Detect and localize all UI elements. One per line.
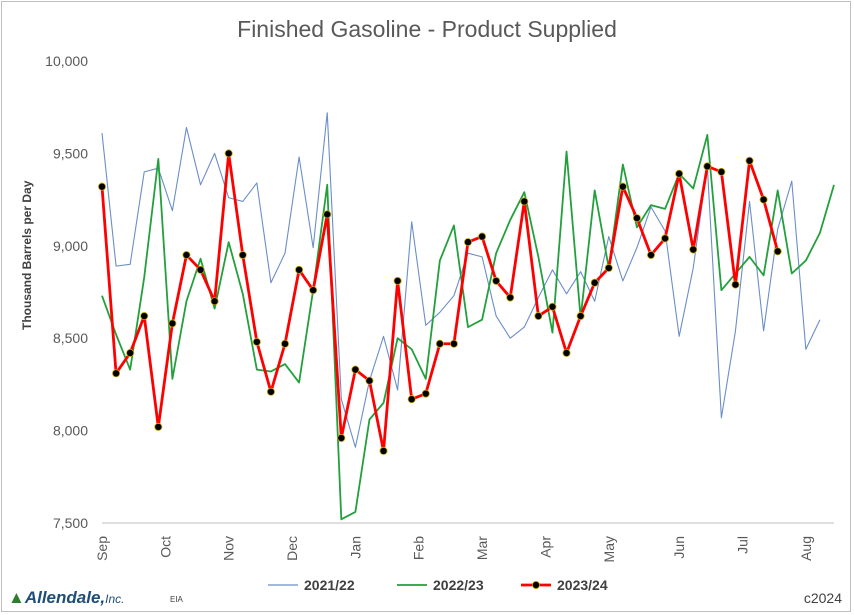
x-tick-label: Dec	[284, 536, 300, 561]
series-point	[421, 389, 430, 398]
series-point	[210, 297, 219, 306]
chart-legend: 2021/22 2022/23 2023/24	[268, 577, 608, 593]
series-line	[101, 134, 835, 521]
y-tick-label: 9,500	[53, 145, 88, 161]
x-tick-label: Jul	[735, 536, 751, 554]
x-tick-label: Jun	[671, 536, 687, 559]
series-point	[168, 319, 177, 328]
series-point	[435, 339, 444, 348]
series-point	[182, 251, 191, 260]
series-point	[323, 210, 332, 219]
series-point	[773, 247, 782, 256]
x-tick-label: May	[601, 536, 617, 562]
series-point	[365, 376, 374, 385]
series-point	[647, 251, 656, 260]
x-tick-label: Nov	[221, 536, 237, 561]
logo-mark-icon: ▲	[8, 588, 25, 607]
legend-marker	[532, 581, 541, 590]
series-point	[759, 195, 768, 204]
series-point	[224, 149, 233, 158]
series-point	[731, 280, 740, 289]
series-point	[492, 276, 501, 285]
logo-text: Allendale,	[24, 588, 106, 607]
series-point	[534, 312, 543, 321]
series-point	[590, 278, 599, 287]
series-point	[266, 387, 275, 396]
series-point	[280, 339, 289, 348]
series-line	[100, 151, 780, 453]
x-tick-label: Oct	[157, 536, 173, 558]
series-point	[112, 369, 121, 378]
series-point	[252, 337, 261, 346]
series-point	[449, 339, 458, 348]
series-point	[548, 302, 557, 311]
series-point	[379, 446, 388, 455]
series-point	[703, 162, 712, 171]
y-tick-label: 8,500	[53, 330, 88, 346]
series-point	[478, 232, 487, 241]
series-point	[562, 348, 571, 357]
series-point	[506, 293, 515, 302]
chart-series	[98, 112, 835, 521]
series-point	[140, 312, 149, 321]
series-point	[717, 167, 726, 176]
series-point	[295, 265, 304, 274]
x-tick-label: Aug	[798, 536, 814, 561]
x-tick-label: Jan	[347, 536, 363, 559]
series-point	[745, 156, 754, 165]
series-point	[196, 265, 205, 274]
copyright-label: c2024	[803, 590, 842, 606]
series-point	[689, 245, 698, 254]
x-tick-label: Mar	[474, 536, 490, 560]
legend-label: 2023/24	[557, 577, 608, 593]
series-point	[576, 312, 585, 321]
x-tick-label: Sep	[94, 536, 110, 561]
series-point	[238, 251, 247, 260]
series-point	[604, 263, 613, 272]
y-tick-label: 9,000	[53, 238, 88, 254]
series-point	[393, 276, 402, 285]
y-tick-label: 10,000	[45, 53, 88, 69]
series-point	[463, 238, 472, 247]
source-label: EIA	[170, 595, 183, 604]
series-point	[154, 422, 163, 431]
y-tick-label: 8,000	[53, 423, 88, 439]
chart-axes: 7,500 8,000 8,500 9,000 9,500 10,000 Sep Oct Nov…	[45, 53, 834, 562]
series-point	[632, 214, 641, 223]
allendale-logo: ▲Allendale,Inc.	[8, 588, 124, 608]
legend-label: 2021/22	[304, 577, 355, 593]
series-point	[675, 169, 684, 178]
series-point	[337, 433, 346, 442]
series-point	[520, 197, 529, 206]
x-tick-label: Apr	[537, 536, 553, 558]
series-point	[351, 365, 360, 374]
y-tick-label: 7,500	[53, 515, 88, 531]
series-point	[407, 395, 416, 404]
series-point	[618, 182, 627, 191]
chart-title: Finished Gasoline - Product Supplied	[237, 16, 617, 42]
x-tick-label: Feb	[411, 536, 427, 560]
logo-suffix: Inc.	[105, 592, 125, 606]
series-point	[98, 182, 107, 191]
series-point	[309, 286, 318, 295]
series-point	[661, 234, 670, 243]
legend-label: 2022/23	[433, 577, 484, 593]
series-point	[126, 348, 135, 357]
